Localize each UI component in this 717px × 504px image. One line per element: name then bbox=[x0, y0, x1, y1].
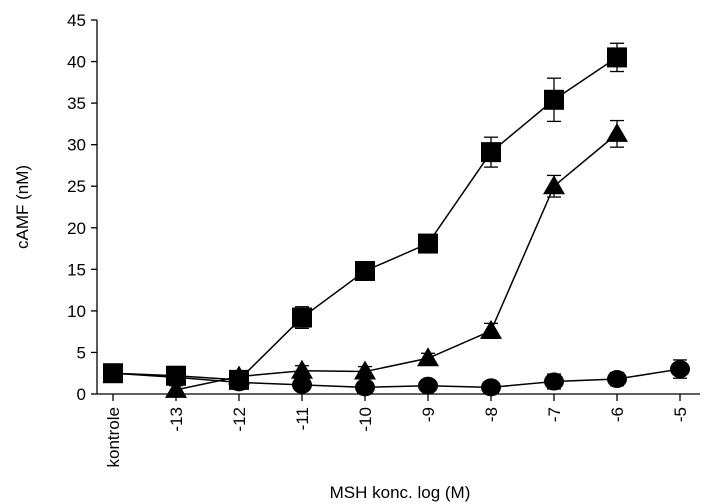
y-tick-label: 40 bbox=[67, 53, 86, 72]
x-axis-title: MSH konc. log (M) bbox=[330, 483, 471, 502]
x-tick-label: -10 bbox=[356, 407, 375, 432]
y-tick-label: 30 bbox=[67, 136, 86, 155]
square-marker bbox=[481, 142, 501, 163]
circle-marker bbox=[481, 378, 501, 397]
triangle-marker bbox=[480, 319, 502, 339]
triangle-marker bbox=[354, 360, 376, 380]
circle-marker bbox=[607, 370, 627, 389]
circle-marker bbox=[292, 375, 312, 394]
x-ticks: kontrole -13 -12 -11 -10 -9 -8 -7 -6 -5 bbox=[104, 394, 690, 467]
triangle-marker bbox=[165, 378, 187, 398]
square-marker bbox=[418, 233, 438, 254]
series-line bbox=[112, 368, 681, 389]
series-layer bbox=[103, 42, 690, 398]
square-marker bbox=[607, 47, 627, 68]
circle-marker bbox=[166, 368, 186, 387]
circle-marker bbox=[670, 360, 690, 379]
triangle-marker bbox=[417, 347, 439, 367]
circle-marker bbox=[418, 376, 438, 395]
x-tick-label: -11 bbox=[293, 407, 312, 430]
y-axis-title: cAMF (nM) bbox=[13, 165, 32, 249]
square-marker bbox=[544, 89, 564, 110]
circle-marker bbox=[544, 372, 564, 391]
y-tick-label: 5 bbox=[77, 343, 86, 362]
y-tick-label: 15 bbox=[67, 260, 86, 279]
x-tick-label: -8 bbox=[482, 407, 501, 422]
circle-marker bbox=[229, 373, 249, 392]
y-tick-label: 25 bbox=[67, 177, 86, 196]
square-marker bbox=[292, 307, 312, 328]
x-tick-label: -6 bbox=[608, 407, 627, 422]
y-tick-label: 10 bbox=[67, 302, 86, 321]
x-tick-label: -12 bbox=[230, 407, 249, 432]
circle-marker bbox=[103, 364, 123, 383]
y-tick-label: 20 bbox=[67, 219, 86, 238]
square-marker bbox=[355, 260, 375, 281]
triangle-marker bbox=[291, 359, 313, 379]
y-tick-label: 35 bbox=[67, 94, 86, 113]
series-triangle bbox=[165, 119, 628, 398]
series-line bbox=[175, 133, 618, 391]
x-tick-label: -9 bbox=[419, 407, 438, 422]
y-tick-label: 45 bbox=[67, 11, 86, 30]
series-circle bbox=[103, 359, 690, 397]
x-tick-label: -13 bbox=[167, 407, 186, 432]
axes bbox=[96, 20, 700, 395]
x-tick-label: -7 bbox=[545, 407, 564, 422]
y-ticks: 0 5 10 15 20 25 30 35 40 45 bbox=[67, 11, 97, 404]
y-tick-label: 0 bbox=[77, 385, 86, 404]
x-tick-label: -5 bbox=[671, 407, 690, 422]
triangle-marker bbox=[543, 175, 565, 195]
series-line bbox=[112, 56, 618, 381]
circle-marker bbox=[355, 378, 375, 397]
triangle-marker bbox=[606, 122, 628, 142]
x-tick-label: kontrole bbox=[104, 407, 123, 467]
series-square bbox=[103, 42, 627, 390]
